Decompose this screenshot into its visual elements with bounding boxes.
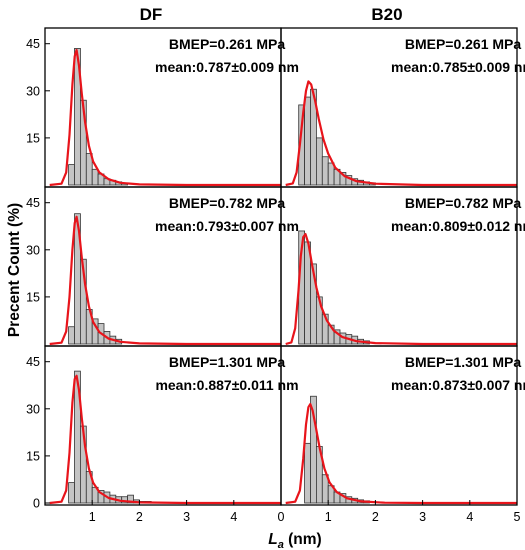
panel-df-row1: 15 30 45 BMEP=0.261 MPa mean:0.787±0.009 nm [26, 27, 299, 188]
x-axis-label-subscript: a [278, 539, 284, 550]
panel-b20-row1: BMEP=0.261 MPa mean:0.785±0.009 nm [280, 27, 525, 188]
y-tick-label: 15 [26, 449, 40, 463]
x-tick-label: 1 [89, 510, 96, 524]
x-axis-label-symbol: L [268, 531, 277, 548]
column-title-b20: B20 [371, 5, 402, 24]
mean-annotation: mean:0.787±0.009 nm [155, 59, 299, 75]
panel-df-row3: 0 15 30 45 1 2 3 4 BMEP=1.301 MPa mean:0.887±0.01… [26, 345, 299, 524]
x-tick-label: 0 [278, 510, 285, 524]
panel-b20-row3: 0 1 2 3 4 5 BMEP=1.301 MPa mean:0.873±0.007 nm [278, 345, 525, 524]
panel-frame [280, 345, 518, 506]
y-tick-label: 30 [26, 84, 40, 98]
y-tick-label: 15 [26, 131, 40, 145]
x-tick-label: 4 [230, 510, 237, 524]
histogram-bar [80, 258, 87, 345]
y-tick-label: 15 [26, 290, 40, 304]
histogram-bar [321, 156, 329, 186]
fit-curve [285, 80, 517, 187]
mean-annotation: mean:0.809±0.012 nm [391, 218, 525, 234]
x-tick-label: 3 [183, 510, 190, 524]
mean-annotation: mean:0.887±0.011 nm [155, 377, 298, 393]
mean-annotation: mean:0.793±0.007 nm [155, 218, 299, 234]
histogram-bar [68, 326, 75, 345]
histogram-bar [68, 164, 75, 186]
panel-df-row2: 15 30 45 BMEP=0.782 MPa mean:0.793±0.007 nm [26, 186, 299, 347]
y-axis-label: Precent Count (%) [6, 203, 23, 337]
x-tick-label: 2 [136, 510, 143, 524]
histogram-bar [127, 494, 134, 504]
histogram-bar [304, 241, 311, 345]
histogram-bar [91, 168, 99, 186]
bmep-annotation: BMEP=0.261 MPa [169, 36, 286, 52]
bmep-annotation: BMEP=0.782 MPa [405, 195, 522, 211]
x-tick-label: 4 [466, 510, 473, 524]
bmep-annotation: BMEP=1.301 MPa [169, 354, 286, 370]
histogram-bar [68, 482, 75, 504]
histogram-bar [315, 137, 323, 186]
bmep-annotation: BMEP=0.261 MPa [405, 36, 522, 52]
x-tick-label: 2 [372, 510, 379, 524]
histogram-bar [327, 162, 335, 186]
fit-curve [49, 374, 281, 505]
fit-curve [49, 48, 281, 187]
fit-curve [285, 403, 517, 505]
fit-curve [285, 233, 517, 346]
column-title-df: DF [140, 5, 163, 24]
x-tick-label: 3 [419, 510, 426, 524]
x-tick-label: 1 [325, 510, 332, 524]
bmep-annotation: BMEP=0.782 MPa [169, 195, 286, 211]
mean-annotation: mean:0.785±0.009 nm [391, 59, 525, 75]
x-axis-label: La (nm) [268, 531, 321, 550]
x-tick-label: 5 [514, 510, 521, 524]
histogram-bar [304, 442, 311, 504]
y-tick-label: 0 [33, 497, 40, 511]
x-axis-label-unit: (nm) [284, 531, 322, 548]
y-tick-label: 45 [26, 196, 40, 210]
y-tick-label: 30 [26, 243, 40, 257]
y-tick-label: 45 [26, 355, 40, 369]
fit-curve [49, 215, 281, 346]
y-tick-label: 30 [26, 402, 40, 416]
panel-b20-row2: BMEP=0.782 MPa mean:0.809±0.012 nm [280, 186, 525, 347]
histogram-bar [304, 96, 311, 186]
bmep-annotation: BMEP=1.301 MPa [405, 354, 522, 370]
y-tick-label: 45 [26, 37, 40, 51]
mean-annotation: mean:0.873±0.007 nm [391, 377, 525, 393]
